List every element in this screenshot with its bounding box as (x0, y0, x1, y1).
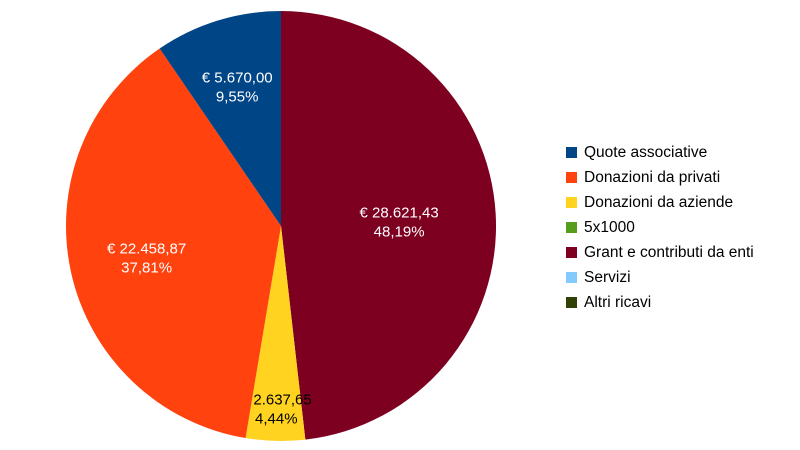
legend-swatch (566, 172, 577, 183)
legend-label: Quote associative (584, 143, 708, 161)
slice-data-label-donazioni-da-aziende: € 2.637,65 4,44% (241, 392, 312, 428)
chart-legend: Quote associative Donazioni da privati Don… (566, 140, 754, 315)
legend-swatch (566, 222, 577, 233)
legend-item-5x1000: 5x1000 (566, 215, 754, 240)
legend-item-donazioni-da-aziende: Donazioni da aziende (566, 190, 754, 215)
pie-slice-quote-associative (159, 11, 281, 226)
slice-value-label: € 22.458,87 (107, 241, 186, 258)
legend-label: 5x1000 (584, 218, 635, 236)
slice-data-label-grant-e-contributi-da-enti: € 28.621,43 48,19% (359, 204, 438, 240)
pie-slice-donazioni-da-privati (65, 48, 281, 439)
legend-label: Altri ricavi (584, 293, 652, 311)
legend-item-donazioni-da-privati: Donazioni da privati (566, 165, 754, 190)
slice-value-label: € 2.637,65 (241, 392, 312, 409)
legend-swatch (566, 297, 577, 308)
legend-swatch (566, 197, 577, 208)
pie-slice-donazioni-da-aziende (245, 226, 306, 442)
slice-data-label-donazioni-da-privati: € 22.458,87 37,81% (107, 241, 186, 277)
legend-item-grant-e-contributi-da-enti: Grant e contributi da enti (566, 240, 754, 265)
legend-item-servizi: Servizi (566, 265, 754, 290)
slice-value-label: € 28.621,43 (359, 204, 438, 221)
legend-swatch (566, 247, 577, 258)
slice-percent-label: 48,19% (374, 223, 425, 240)
legend-label: Grant e contributi da enti (584, 243, 754, 261)
legend-item-altri-ricavi: Altri ricavi (566, 290, 754, 315)
legend-item-quote-associative: Quote associative (566, 140, 754, 165)
legend-swatch (566, 147, 577, 158)
slice-value-label: € 5.670,00 (202, 69, 273, 86)
legend-label: Donazioni da privati (584, 168, 721, 186)
slice-percent-label: 37,81% (121, 260, 172, 277)
slice-percent-label: 4,44% (255, 411, 298, 428)
slice-data-label-quote-associative: € 5.670,00 9,55% (202, 69, 273, 105)
legend-label: Donazioni da aziende (584, 193, 734, 211)
pie-slice-grant-e-contributi-da-enti (281, 10, 497, 440)
slice-percent-label: 9,55% (216, 88, 259, 105)
legend-swatch (566, 272, 577, 283)
legend-label: Servizi (584, 268, 631, 286)
